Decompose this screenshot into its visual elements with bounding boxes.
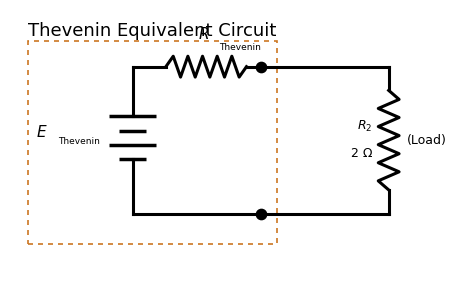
- Text: $R_2$: $R_2$: [357, 119, 372, 135]
- Text: $R$: $R$: [198, 26, 210, 42]
- Text: Thevenin: Thevenin: [58, 137, 100, 146]
- Text: Thevenin Equivalent Circuit: Thevenin Equivalent Circuit: [28, 22, 277, 40]
- Text: Thevenin: Thevenin: [219, 43, 261, 52]
- Text: $E$: $E$: [36, 124, 47, 140]
- Point: [257, 64, 264, 69]
- Text: 2 Ω: 2 Ω: [351, 147, 372, 160]
- Text: (Load): (Load): [407, 134, 447, 146]
- Point: [257, 211, 264, 216]
